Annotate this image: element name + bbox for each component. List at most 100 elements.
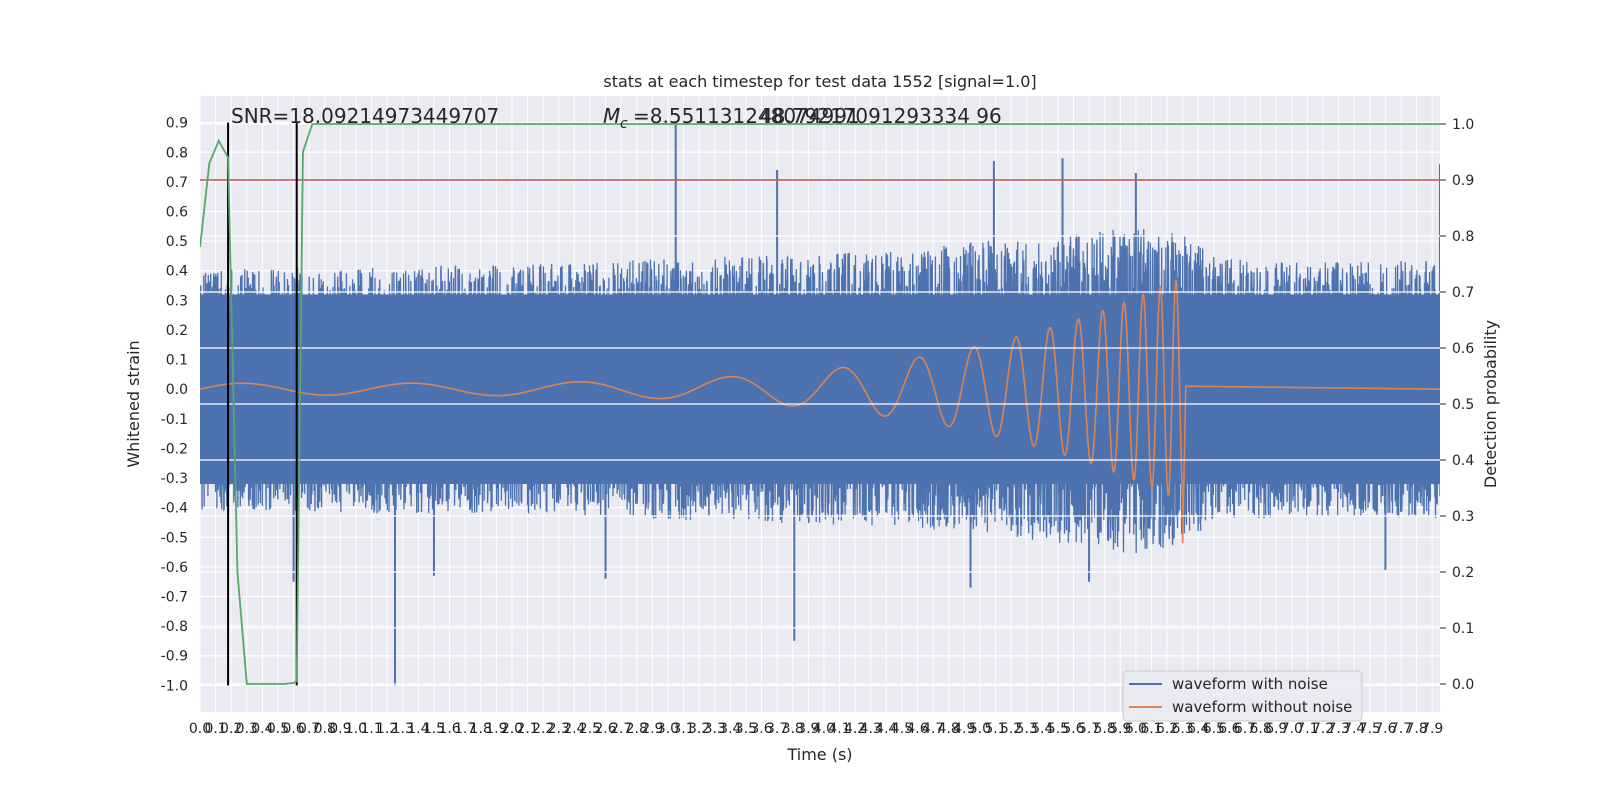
y-tick-label: -0.5 <box>161 530 188 546</box>
x-tick-label: 0.7 <box>298 721 320 737</box>
y-tick-label: -0.3 <box>161 471 188 487</box>
y-tick-label: 0.4 <box>166 264 188 280</box>
y2-tick-label: 0.6 <box>1452 341 1474 357</box>
y2-axis-ticks: 0.0 0.1 0.2 0.3 0.4 0.5 0.6 0.7 0.8 0.9 1.0 <box>1440 117 1474 693</box>
x-tick-label: 2.7 <box>610 721 632 737</box>
y-axis-label: Whitened strain <box>124 340 143 467</box>
y-tick-label: 0.8 <box>166 145 188 161</box>
x-tick-label: 4.1 <box>828 721 850 737</box>
x-tick-label: 0.2 <box>220 721 242 737</box>
x-tick-label: 7.3 <box>1327 721 1349 737</box>
x-tick-label: 6.5 <box>1203 721 1225 737</box>
x-tick-label: 1.1 <box>360 721 382 737</box>
x-tick-label: 0.6 <box>282 721 304 737</box>
snr-annotation: SNR=18.09214973449707 <box>231 104 499 128</box>
x-axis-ticks: 0.00.10.20.30.40.50.60.70.80.91.01.11.21… <box>189 721 1443 737</box>
x-tick-label: 1.7 <box>454 721 476 737</box>
x-tick-label: 7.7 <box>1390 721 1412 737</box>
x-tick-label: 3.3 <box>704 721 726 737</box>
x-tick-label: 1.8 <box>470 721 492 737</box>
x-tick-label: 1.5 <box>423 721 445 737</box>
y2-tick-label: 0.2 <box>1452 565 1474 581</box>
y-axis-ticks: -1.0 -0.9 -0.8 -0.7 -0.6 -0.5 -0.4 -0.3 -0.2 -0.1… <box>161 116 188 695</box>
x-tick-label: 5.9 <box>1109 721 1131 737</box>
x-tick-label: 2.6 <box>594 721 616 737</box>
x-tick-label: 6.8 <box>1249 721 1271 737</box>
y-tick-label: -0.4 <box>161 501 188 517</box>
x-tick-label: 5.8 <box>1094 721 1116 737</box>
x-tick-label: 4.6 <box>906 721 928 737</box>
x-tick-label: 4.7 <box>922 721 944 737</box>
x-tick-label: 6.2 <box>1156 721 1178 737</box>
x-tick-label: 4.3 <box>860 721 882 737</box>
x-tick-label: 4.2 <box>844 721 866 737</box>
y2-tick-label: 0.3 <box>1452 509 1474 525</box>
x-tick-label: 4.0 <box>813 721 835 737</box>
y2-tick-label: 0.1 <box>1452 621 1474 637</box>
x-tick-label: 0.1 <box>204 721 226 737</box>
y2-axis-label: Detection probability <box>1481 320 1500 488</box>
x-tick-label: 7.8 <box>1405 721 1427 737</box>
series-waveform-without-noise <box>200 278 1440 544</box>
legend-box <box>1122 670 1363 722</box>
series-detection-probability <box>200 123 1440 685</box>
x-tick-label: 7.4 <box>1343 721 1365 737</box>
x-tick-label: 1.3 <box>392 721 414 737</box>
y2-tick-label: 0.4 <box>1452 453 1474 469</box>
y-tick-label: 0.6 <box>166 205 188 221</box>
chart-title: stats at each timestep for test data 155… <box>603 72 1036 91</box>
y-tick-label: 0.5 <box>166 234 188 250</box>
x-tick-label: 5.5 <box>1047 721 1069 737</box>
x-tick-label: 5.0 <box>969 721 991 737</box>
plot-layer <box>200 122 1440 686</box>
x-tick-label: 3.8 <box>782 721 804 737</box>
y-tick-label: -0.6 <box>161 560 188 576</box>
y-tick-label: -0.9 <box>161 649 188 665</box>
x-tick-label: 0.4 <box>251 721 273 737</box>
x-tick-label: 4.9 <box>953 721 975 737</box>
x-tick-label: 6.0 <box>1125 721 1147 737</box>
x-tick-label: 7.9 <box>1421 721 1443 737</box>
x-tick-label: 5.3 <box>1016 721 1038 737</box>
x-tick-label: 6.4 <box>1187 721 1209 737</box>
x-tick-label: 3.2 <box>688 721 710 737</box>
overlapping-annotation: 48.79217091293334 96 <box>760 104 1002 128</box>
x-tick-label: 3.4 <box>719 721 741 737</box>
x-tick-label: 7.6 <box>1374 721 1396 737</box>
x-axis-label: Time (s) <box>786 745 852 764</box>
y-tick-label: 0.2 <box>166 323 188 339</box>
x-tick-label: 2.3 <box>548 721 570 737</box>
x-tick-label: 5.1 <box>984 721 1006 737</box>
y2-tick-label: 0.7 <box>1452 285 1474 301</box>
x-tick-label: 5.7 <box>1078 721 1100 737</box>
x-tick-label: 4.8 <box>938 721 960 737</box>
mc-annotation-subscript: c <box>620 116 628 132</box>
y-tick-label: -0.2 <box>161 441 188 457</box>
x-tick-label: 2.8 <box>626 721 648 737</box>
x-tick-label: 3.7 <box>766 721 788 737</box>
x-tick-label: 1.0 <box>345 721 367 737</box>
x-tick-label: 0.8 <box>314 721 336 737</box>
x-tick-label: 7.2 <box>1312 721 1334 737</box>
x-tick-label: 7.5 <box>1359 721 1381 737</box>
legend: waveform with noise waveform without noi… <box>1122 670 1363 722</box>
y-tick-label: -0.1 <box>161 412 188 428</box>
x-tick-label: 7.1 <box>1296 721 1318 737</box>
y-tick-label: -0.8 <box>161 619 188 635</box>
x-tick-label: 6.7 <box>1234 721 1256 737</box>
x-tick-label: 1.9 <box>485 721 507 737</box>
x-tick-label: 6.6 <box>1218 721 1240 737</box>
y2-tick-label: 0.8 <box>1452 229 1474 245</box>
x-tick-label: 4.4 <box>875 721 897 737</box>
y-tick-label: 0.0 <box>166 382 188 398</box>
x-tick-label: 2.5 <box>579 721 601 737</box>
y2-tick-label: 0.9 <box>1452 173 1474 189</box>
noisy-core-band <box>200 294 1440 484</box>
y2-tick-label: 0.0 <box>1452 677 1474 693</box>
x-tick-label: 6.3 <box>1172 721 1194 737</box>
x-tick-label: 3.5 <box>735 721 757 737</box>
mc-annotation-value: =8.551131248074991 <box>633 104 860 128</box>
legend-label-noisy: waveform with noise <box>1172 675 1328 693</box>
y2-tick-label: 0.5 <box>1452 397 1474 413</box>
